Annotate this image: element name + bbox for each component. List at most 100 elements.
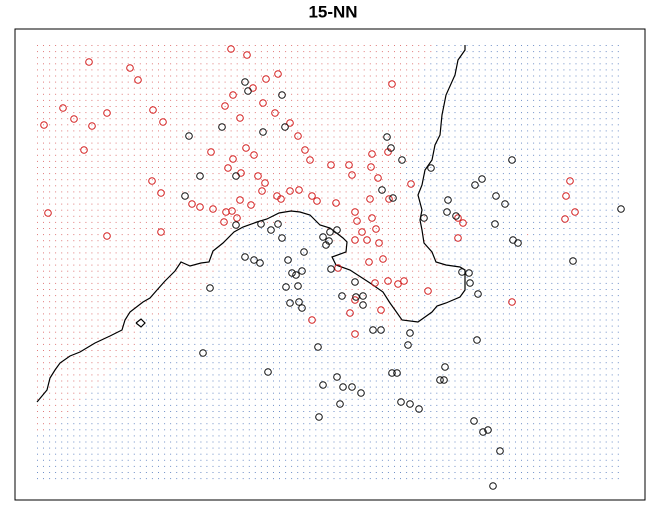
grid-dot — [551, 301, 553, 303]
grid-dot — [333, 325, 335, 327]
grid-dot — [484, 99, 486, 101]
grid-dot — [103, 57, 105, 59]
grid-dot — [424, 221, 426, 223]
grid-dot — [309, 258, 311, 260]
grid-dot — [539, 209, 541, 211]
grid-dot — [533, 93, 535, 95]
grid-dot — [158, 282, 159, 284]
grid-dot — [194, 252, 196, 254]
grid-dot — [617, 228, 619, 229]
grid-dot — [412, 63, 414, 65]
grid-dot — [151, 81, 153, 83]
grid-dot — [394, 154, 395, 156]
grid-dot — [412, 319, 414, 321]
grid-dot — [37, 93, 38, 95]
grid-dot — [103, 264, 105, 266]
grid-dot — [248, 282, 250, 284]
grid-dot — [357, 185, 359, 187]
grid-dot — [315, 112, 317, 114]
grid-dot — [103, 160, 105, 162]
grid-dot — [309, 93, 311, 95]
grid-dot — [200, 51, 202, 53]
grid-dot — [351, 69, 353, 71]
grid-dot — [611, 325, 613, 327]
grid-dot — [430, 295, 432, 297]
grid-dot — [291, 69, 293, 71]
grid-dot — [321, 325, 323, 327]
grid-dot — [442, 234, 444, 236]
grid-dot — [508, 343, 510, 345]
grid-dot — [557, 337, 559, 339]
grid-dot — [508, 191, 510, 193]
grid-dot — [605, 106, 607, 107]
grid-dot — [242, 106, 244, 107]
grid-dot — [351, 319, 353, 321]
grid-dot — [496, 246, 498, 248]
grid-dot — [194, 276, 196, 278]
grid-dot — [273, 240, 274, 242]
grid-dot — [133, 356, 135, 358]
grid-dot — [339, 136, 341, 138]
grid-dot — [73, 148, 75, 150]
grid-dot — [224, 282, 226, 284]
grid-dot — [109, 350, 111, 351]
grid-dot — [478, 45, 480, 46]
grid-dot — [109, 45, 111, 46]
grid-dot — [266, 148, 268, 150]
grid-dot — [551, 264, 553, 266]
grid-dot — [599, 258, 601, 260]
grid-dot — [375, 264, 377, 266]
grid-dot — [158, 160, 159, 162]
grid-dot — [151, 87, 153, 89]
grid-dot — [188, 197, 190, 199]
grid-dot — [212, 75, 214, 77]
grid-dot — [460, 264, 462, 266]
grid-dot — [575, 282, 577, 284]
grid-dot — [85, 160, 87, 162]
grid-dot — [200, 69, 202, 71]
grid-dot — [466, 136, 468, 138]
grid-dot — [151, 258, 153, 260]
grid-dot — [49, 234, 51, 236]
grid-dot — [448, 343, 450, 345]
grid-dot — [37, 142, 38, 144]
grid-dot — [43, 270, 44, 272]
grid-dot — [551, 45, 553, 46]
grid-dot — [581, 343, 583, 345]
grid-dot — [454, 63, 456, 65]
grid-dot — [387, 350, 389, 351]
grid-dot — [109, 258, 111, 260]
grid-dot — [442, 57, 444, 59]
grid-dot — [200, 264, 202, 266]
grid-dot — [194, 313, 196, 315]
grid-dot — [460, 99, 462, 101]
grid-dot — [176, 57, 178, 59]
grid-dot — [539, 173, 541, 175]
grid-dot — [490, 179, 492, 181]
grid-dot — [79, 209, 81, 211]
grid-dot — [466, 337, 468, 339]
grid-dot — [236, 142, 238, 144]
grid-dot — [218, 167, 220, 168]
grid-dot — [394, 252, 395, 254]
grid-dot — [158, 258, 159, 260]
grid-dot — [43, 282, 44, 284]
grid-dot — [55, 160, 57, 162]
grid-dot — [611, 228, 613, 229]
grid-dot — [260, 276, 262, 278]
grid-dot — [158, 319, 159, 321]
grid-dot — [85, 215, 87, 217]
grid-dot — [351, 337, 353, 339]
grid-dot — [224, 319, 226, 321]
grid-dot — [545, 99, 547, 101]
grid-dot — [230, 69, 232, 71]
grid-dot — [345, 289, 347, 290]
grid-dot — [224, 173, 226, 175]
grid-dot — [73, 282, 75, 284]
grid-dot — [442, 81, 444, 83]
grid-dot — [55, 356, 57, 358]
grid-dot — [182, 69, 184, 71]
grid-dot — [502, 118, 504, 120]
grid-dot — [79, 276, 81, 278]
grid-dot — [164, 173, 166, 175]
